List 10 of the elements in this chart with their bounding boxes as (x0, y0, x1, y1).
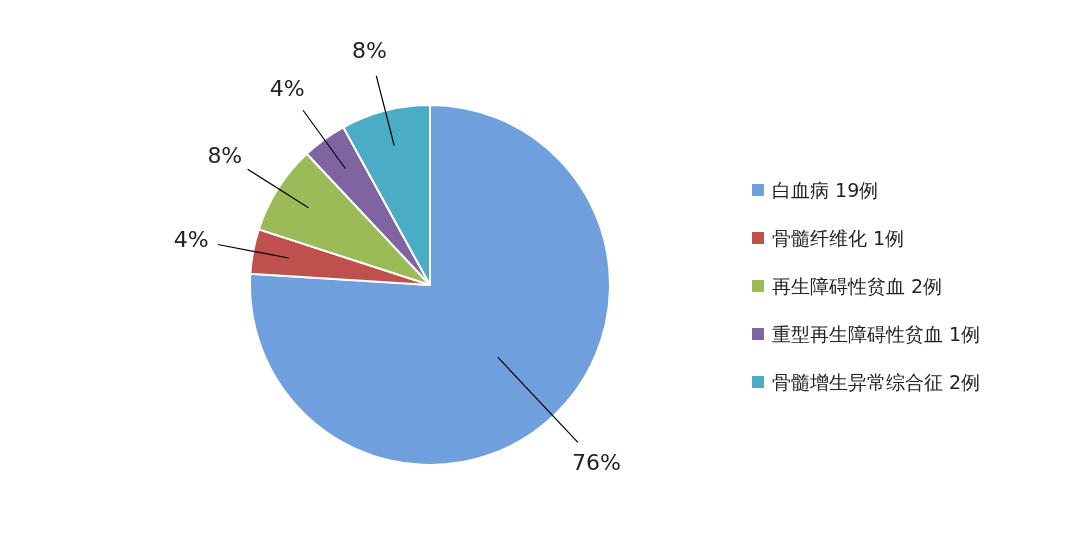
data-label: 76% (571, 450, 621, 476)
data-label: 8% (352, 37, 388, 63)
legend-label: 再生障碍性贫血 2例 (772, 275, 943, 297)
legend-label: 重型再生障碍性贫血 1例 (772, 323, 981, 345)
data-label: 4% (173, 227, 209, 253)
legend-label: 骨髓增生异常综合征 2例 (772, 371, 981, 393)
data-label: 4% (269, 76, 305, 102)
data-label: 8% (207, 142, 243, 168)
legend-label: 白血病 19例 (772, 179, 879, 201)
legend-label: 骨髓纤维化 1例 (772, 227, 905, 249)
